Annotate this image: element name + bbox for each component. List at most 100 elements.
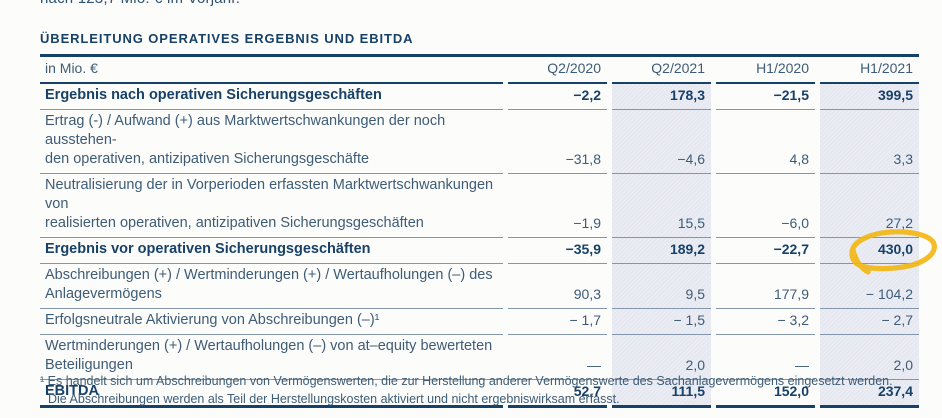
value: 4,8: [789, 151, 809, 167]
intro-text-cutoff: nach 123,7 Mio. € im Vorjahr.: [40, 0, 240, 7]
column-header-label: H1/2021: [860, 60, 913, 76]
column-header-label: H1/2020: [756, 60, 809, 76]
value-cell: −31,8: [508, 110, 607, 174]
value: −21,5: [773, 87, 809, 103]
footnote-line-1: ¹ Es handelt sich um Abschreibungen von …: [40, 374, 893, 388]
value-cell: −6,0: [716, 174, 815, 238]
row-label-line: Abschreibungen (+) / Wertminderungen (+)…: [45, 267, 493, 283]
value-cell: 178,3: [612, 84, 711, 110]
value-cell: − 1,5: [612, 309, 711, 335]
value: 177,9: [773, 286, 809, 302]
value: −4,6: [677, 151, 705, 167]
value: 15,5: [677, 215, 705, 231]
value-cell: 4,8: [716, 110, 815, 174]
value: −2,2: [573, 87, 601, 103]
row-label: Neutralisierung der in Vorperioden erfas…: [40, 174, 503, 238]
value: 9,5: [685, 286, 705, 302]
value-cell: 237,4: [820, 380, 919, 408]
value: −35,9: [565, 241, 601, 257]
value-cell: −2,2: [508, 84, 607, 110]
value: − 1,7: [569, 312, 601, 328]
column-header-h1-2021: H1/2021: [820, 57, 919, 84]
row-label: Abschreibungen (+) / Wertminderungen (+)…: [40, 264, 503, 309]
value: − 2,7: [881, 312, 913, 328]
value: −6,0: [781, 215, 809, 231]
value: 430,0: [877, 241, 913, 257]
column-header-label: Q2/2021: [651, 60, 705, 76]
value-cell: −35,9: [508, 238, 607, 264]
value-cell: −21,5: [716, 84, 815, 110]
value-cell: 399,5: [820, 84, 919, 110]
value: 52,7: [573, 383, 601, 399]
value-cell: —: [716, 335, 815, 380]
value: —: [587, 357, 601, 373]
value: 2,0: [893, 357, 913, 373]
row-label: EBITDA: [40, 380, 503, 408]
value: −31,8: [565, 151, 601, 167]
unit-label-cell: in Mio. €: [40, 57, 503, 84]
value-cell: 15,5: [612, 174, 711, 238]
value-cell: − 2,7: [820, 309, 919, 335]
row-label: Ertrag (-) / Aufwand (+) aus Marktwertsc…: [40, 110, 503, 174]
value-cell: 189,2: [612, 238, 711, 264]
value-cell: −1,9: [508, 174, 607, 238]
value-cell: 90,3: [508, 264, 607, 309]
value-cell: 3,3: [820, 110, 919, 174]
value: 178,3: [669, 87, 705, 103]
value-cell: − 3,2: [716, 309, 815, 335]
value: 27,2: [885, 215, 913, 231]
column-header-h1-2020: H1/2020: [716, 57, 815, 84]
table-title: Überleitung operatives Ergebnis und EBIT…: [40, 31, 414, 46]
value: − 104,2: [865, 286, 913, 302]
value-cell: 52,7: [508, 380, 607, 408]
value: 152,0: [773, 383, 809, 399]
footnote: ¹ Es handelt sich um Abschreibungen von …: [40, 372, 930, 408]
value: 237,4: [877, 383, 913, 399]
row-label-line: den operativen, antizipativen Sicherungs…: [45, 151, 370, 167]
value-cell-highlighted: − 104,2: [820, 264, 919, 309]
value: − 1,5: [673, 312, 705, 328]
row-label-line: Ertrag (-) / Aufwand (+) aus Marktwertsc…: [45, 113, 446, 148]
unit-label: in Mio. €: [45, 60, 98, 76]
value: —: [795, 357, 809, 373]
row-label-line: realisierten operativen, antizipativen S…: [45, 215, 424, 231]
value-cell: − 1,7: [508, 309, 607, 335]
row-label-line: Erfolgsneutrale Aktivierung von Abschrei…: [45, 312, 380, 328]
financial-table: in Mio. € Q2/2020 Q2/2021 H1/2020 H1/202…: [40, 54, 919, 408]
row-label: Ergebnis nach operativen Sicherungsgesch…: [40, 84, 503, 110]
value-cell: —: [508, 335, 607, 380]
row-label: Erfolgsneutrale Aktivierung von Abschrei…: [40, 309, 503, 335]
value: 189,2: [669, 241, 705, 257]
row-label-line: Anlagevermögens: [45, 286, 162, 302]
column-header-q2-2021: Q2/2021: [612, 57, 711, 84]
row-label-line: Ergebnis vor operativen Sicherungsgeschä…: [45, 241, 371, 257]
value: −1,9: [573, 215, 601, 231]
value: 90,3: [573, 286, 601, 302]
column-header-q2-2020: Q2/2020: [508, 57, 607, 84]
value-cell: 111,5: [612, 380, 711, 408]
ebitda-reconciliation-section: Überleitung operatives Ergebnis und EBIT…: [40, 31, 919, 408]
value-cell: 2,0: [612, 335, 711, 380]
value: 399,5: [877, 87, 913, 103]
value-cell: 177,9: [716, 264, 815, 309]
value-cell: 27,2: [820, 174, 919, 238]
row-label: Ergebnis vor operativen Sicherungsgeschä…: [40, 238, 503, 264]
value: −22,7: [773, 241, 809, 257]
value-cell: 152,0: [716, 380, 815, 408]
row-label-line: Beteiligungen: [45, 357, 133, 373]
value-cell: 430,0: [820, 238, 919, 264]
value-cell: −4,6: [612, 110, 711, 174]
row-label-line: Ergebnis nach operativen Sicherungsgesch…: [45, 87, 382, 103]
value-cell: 9,5: [612, 264, 711, 309]
row-label-line: Neutralisierung der in Vorperioden erfas…: [45, 177, 494, 212]
value: − 3,2: [777, 312, 809, 328]
row-label-line: Wertminderungen (+) / Wertaufholungen (–…: [45, 338, 493, 354]
row-label: Wertminderungen (+) / Wertaufholungen (–…: [40, 335, 503, 380]
footnote-line-2: Die Abschreibungen werden als Teil der H…: [48, 392, 620, 406]
value-cell: −22,7: [716, 238, 815, 264]
row-label-line: EBITDA: [45, 383, 99, 399]
value-cell: 2,0: [820, 335, 919, 380]
column-header-label: Q2/2020: [547, 60, 601, 76]
value: 2,0: [685, 357, 705, 373]
